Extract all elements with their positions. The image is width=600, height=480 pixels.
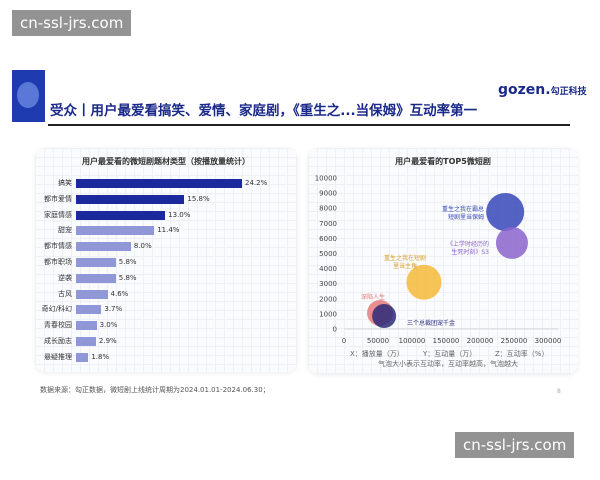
bar-label: 青春校园: [44, 321, 72, 330]
bar: [76, 289, 108, 299]
bar-value-label: 3.0%: [99, 321, 118, 330]
bar-label: 都市情感: [44, 242, 72, 251]
brand-name: gozen.: [498, 82, 551, 98]
legend-y: Y：互动量（万）: [422, 349, 476, 358]
bar-value-label: 5.8%: [118, 258, 137, 266]
brand-logo: gozen.勾正科技: [498, 82, 587, 98]
bar: [76, 258, 116, 267]
bar-label: 悬疑推理: [44, 352, 72, 361]
title-divider: [48, 124, 570, 126]
bar-value-label: 15.8%: [187, 194, 210, 203]
bar-value-label: 24.2%: [245, 179, 268, 187]
bar: [76, 210, 166, 220]
y-tick-label: 1000: [319, 310, 337, 318]
bar: [76, 321, 97, 331]
x-tick-label: 150000: [433, 337, 460, 345]
bar-value-label: 13.0%: [168, 210, 191, 219]
bubble-label: 重生之我在短剧里当主角: [384, 254, 426, 270]
y-tick-label: 0: [333, 326, 337, 334]
bar-label: 成长励志: [44, 337, 72, 345]
legend-z: Z：互动率（%）: [495, 349, 548, 358]
y-tick-label: 8000: [319, 205, 337, 213]
bar: [76, 242, 131, 252]
y-tick-label: 10000: [315, 175, 337, 183]
bar-value-label: 1.8%: [91, 352, 110, 361]
bar-label: 搞笑: [58, 179, 72, 187]
bar-value-label: 2.9%: [98, 337, 117, 345]
bar-value-label: 4.6%: [110, 289, 129, 298]
y-tick-label: 9000: [319, 190, 337, 198]
bar: [76, 352, 89, 362]
x-tick-label: 0: [342, 337, 346, 345]
section-logo: [12, 70, 45, 122]
bar-label: 古风: [58, 289, 72, 298]
bubble-chart-title: 用户最爱看的TOP5微短剧: [395, 157, 491, 166]
page-title: 受众丨用户最爱看搞笑、爱情、家庭剧，《重生之...当保姆》互动率第一: [50, 103, 478, 119]
page-number: 8: [557, 388, 561, 395]
bubble-label: 三个总裁团宠千金: [407, 319, 455, 327]
bar: [76, 179, 242, 188]
bubble-label: 重生之我在霸总短剧里当保姆: [442, 205, 484, 221]
x-tick-label: 50000: [367, 337, 389, 345]
y-tick-label: 3000: [319, 280, 337, 288]
y-tick-label: 6000: [319, 235, 337, 243]
logo-g-icon: [17, 82, 39, 108]
bubble: [406, 264, 442, 300]
watermark-top: cn-ssl-jrs.com: [12, 10, 132, 36]
bubble-note: 气泡大小表示互动率，互动率越高，气泡越大: [378, 359, 518, 368]
x-tick-label: 100000: [399, 337, 426, 345]
legend-x: X：播放量（万）: [350, 349, 404, 358]
bubble-label: 《上学时经历的生死时刻》S3: [447, 240, 489, 256]
bar-label: 都市爱情: [44, 194, 72, 203]
bubble-chart-card: 用户最爱看的TOP5微短剧: [308, 148, 578, 374]
bar: [76, 305, 102, 315]
bar-label: 甜宠: [58, 226, 72, 235]
bar-value-label: 8.0%: [133, 242, 152, 251]
watermark-bottom: cn-ssl-jrs.com: [455, 432, 575, 458]
y-tick-label: 2000: [319, 295, 337, 303]
bar-chart-title: 用户最爱看的微短剧题材类型（按播放量统计）: [82, 157, 250, 166]
brand-cn: 勾正科技: [550, 87, 587, 97]
bar-label: 都市职场: [44, 258, 72, 266]
y-tick-label: 5000: [319, 250, 337, 258]
bar-label: 奇幻/科幻: [41, 305, 72, 314]
bar-chart-card: 用户最爱看的微短剧题材类型（按播放量统计） 搞笑 24.2% 都市爱情 15.8% 家庭…: [35, 148, 297, 372]
bar: [76, 194, 185, 204]
bar-value-label: 5.8%: [118, 273, 137, 282]
data-source: 数据来源：勾正数据，微短剧上线统计周期为2024.01.01-2024.06.3…: [40, 386, 270, 394]
bubble: [495, 226, 528, 259]
bubble: [372, 304, 397, 329]
bar: [76, 273, 116, 283]
bar: [76, 337, 96, 346]
x-tick-label: 200000: [467, 337, 494, 345]
x-tick-label: 250000: [501, 337, 528, 345]
bar-value-label: 3.7%: [104, 305, 123, 314]
bubble-label: 深陷人生: [361, 293, 385, 301]
bubble: [486, 192, 525, 231]
x-tick-label: 300000: [535, 337, 562, 345]
bar: [76, 226, 155, 236]
bar-value-label: 11.4%: [157, 226, 180, 235]
y-tick-label: 4000: [319, 265, 337, 273]
y-tick-label: 7000: [319, 220, 337, 228]
bar-label: 家庭情感: [44, 210, 72, 219]
bar-label: 逆袭: [58, 273, 72, 282]
